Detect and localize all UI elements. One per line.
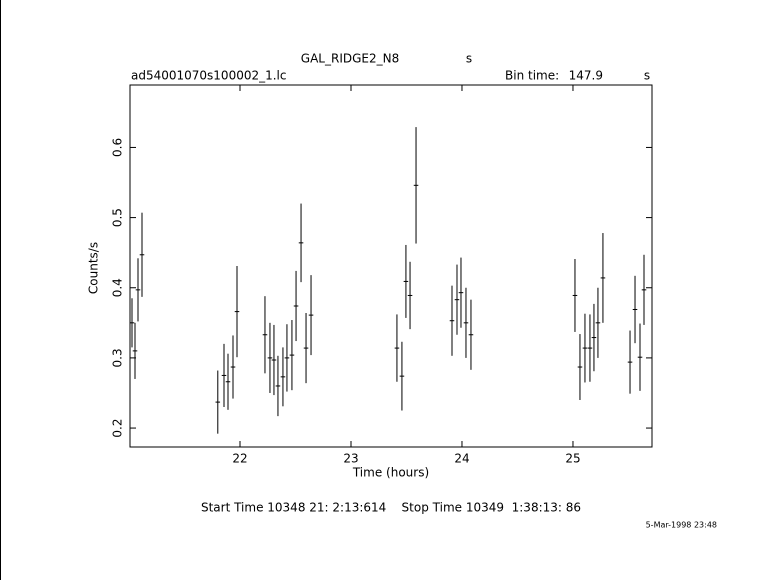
y-tick-label: 0.2 xyxy=(111,419,125,438)
start-stop-time: Start Time 10348 21: 2:13:614 Stop Time … xyxy=(201,501,581,515)
x-tick-label: 24 xyxy=(454,452,469,466)
bin-time-label: Bin time: xyxy=(505,69,559,83)
plot-frame xyxy=(129,84,653,448)
x-tick-label: 25 xyxy=(565,452,580,466)
y-tick-label: 0.3 xyxy=(111,348,125,367)
title-unit: s xyxy=(466,52,472,66)
y-axis-label: Counts/s xyxy=(87,242,101,294)
bin-time-unit: s xyxy=(644,69,650,83)
x-tick-label: 23 xyxy=(343,452,358,466)
y-tick-label: 0.6 xyxy=(111,138,125,157)
y-tick-label: 0.5 xyxy=(111,208,125,227)
x-tick-label: 22 xyxy=(232,452,247,466)
chart-title: GAL_RIDGE2_N8 xyxy=(301,52,399,66)
x-axis-label: Time (hours) xyxy=(352,466,429,480)
file-name: ad54001070s100002_1.lc xyxy=(131,69,287,83)
bin-time: 147.9 xyxy=(569,69,603,83)
date-stamp: 5-Mar-1998 23:48 xyxy=(646,521,717,530)
y-tick-label: 0.4 xyxy=(111,278,125,297)
